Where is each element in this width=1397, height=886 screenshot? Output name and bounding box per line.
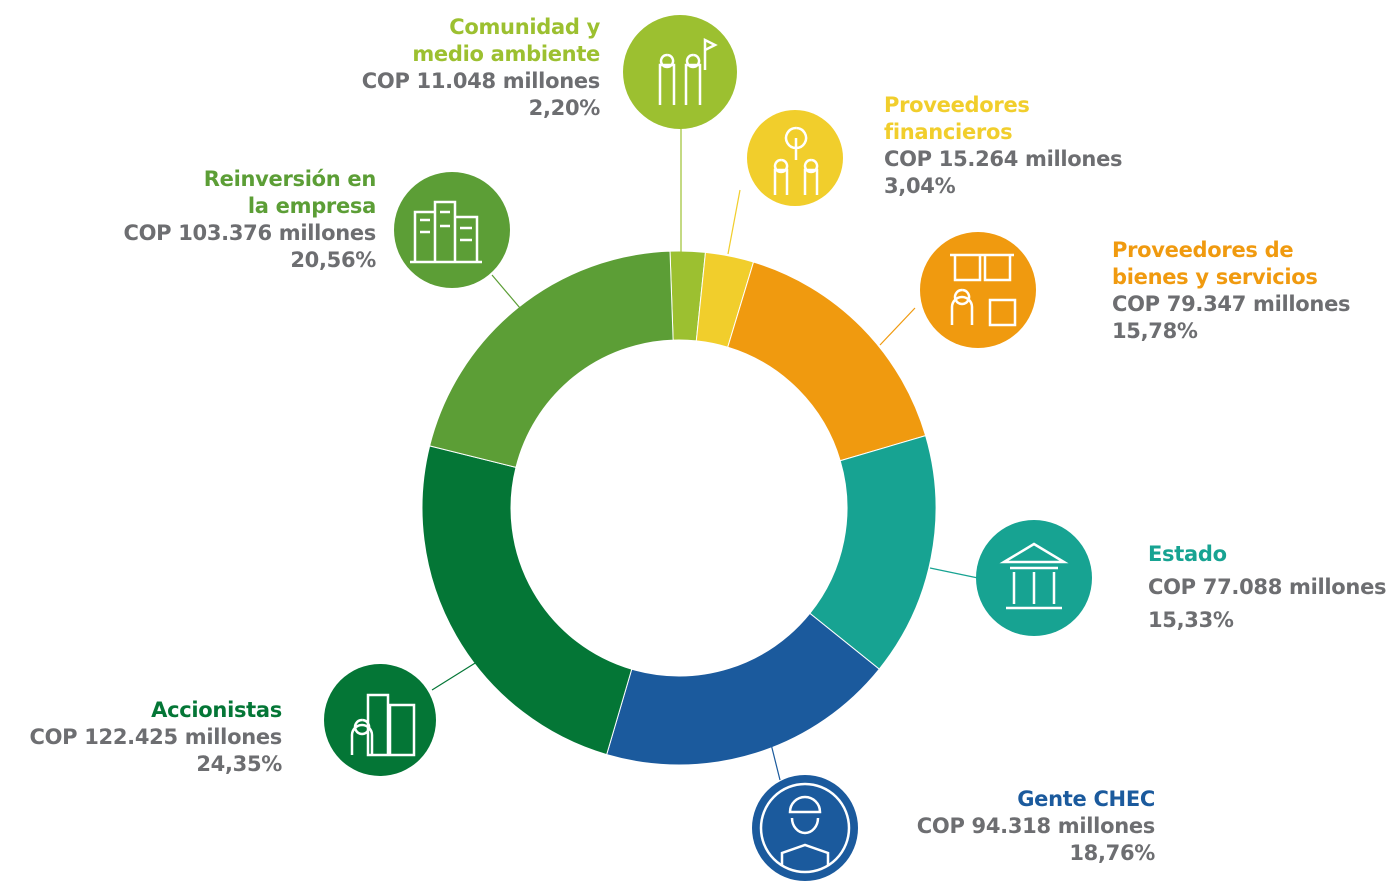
icons — [324, 15, 1092, 881]
category: Proveedores financieros — [884, 93, 1030, 144]
amount: COP 79.347 millones — [1112, 292, 1351, 316]
segment-label: Estado COP 77.088 millones 15,33% — [1148, 541, 1387, 634]
icon-circle — [623, 15, 737, 129]
percent: 15,33% — [1148, 608, 1234, 632]
donut-segment — [421, 445, 633, 756]
leader — [769, 739, 781, 781]
segment-label: Reinversión en la empresa COP 103.376 mil… — [123, 166, 376, 274]
leader — [431, 659, 481, 691]
segment-label: Proveedores de bienes y servicios COP 79.… — [1112, 237, 1351, 345]
icon-circle — [394, 172, 510, 288]
icon — [780, 795, 830, 865]
percent: 18,76% — [1069, 841, 1155, 865]
amount: COP 15.264 millones — [884, 147, 1123, 171]
percent: 2,20% — [528, 96, 601, 120]
amount: COP 94.318 millones — [916, 814, 1156, 838]
segment-label: Proveedores financieros COP 15.264 millon… — [884, 92, 1123, 200]
category: Reinversión en la empresa — [203, 167, 377, 218]
amount: COP 103.376 millones — [123, 221, 376, 245]
donut-segment — [727, 261, 927, 462]
segment-label: Comunidad y medio ambiente COP 11.048 mil… — [361, 14, 601, 122]
category: Proveedores de bienes y servicios — [1112, 238, 1318, 289]
category: Gente CHEC — [1017, 787, 1155, 811]
leader — [879, 307, 916, 346]
leader — [929, 567, 979, 579]
amount: COP 11.048 millones — [361, 69, 601, 93]
icon — [759, 782, 851, 874]
amount: COP 122.425 millones — [29, 725, 282, 749]
icon — [999, 542, 1069, 610]
category: Accionistas — [151, 698, 282, 722]
leaders — [431, 128, 979, 781]
icon-circle — [920, 232, 1036, 348]
percent: 24,35% — [196, 752, 282, 776]
donut-segment — [429, 250, 674, 468]
icon — [658, 37, 718, 105]
leader — [491, 274, 521, 309]
icon — [350, 693, 416, 757]
amount: COP 77.088 millones — [1148, 575, 1387, 599]
icon-circle — [752, 775, 858, 881]
icon — [773, 126, 819, 195]
segment-label: Gente CHEC COP 94.318 millones 18,76% — [916, 786, 1156, 867]
donut — [421, 250, 937, 766]
leader — [727, 189, 741, 255]
percent: 20,56% — [290, 248, 376, 272]
percent: 15,78% — [1112, 319, 1198, 343]
icon-circle — [324, 664, 436, 776]
icon — [950, 253, 1017, 327]
category: Estado — [1148, 542, 1227, 566]
icon — [410, 200, 482, 264]
donut-segment — [606, 612, 880, 766]
percent: 3,04% — [884, 174, 956, 198]
category: Comunidad y medio ambiente — [412, 15, 600, 66]
segment-label: Accionistas COP 122.425 millones 24,35% — [29, 697, 282, 778]
